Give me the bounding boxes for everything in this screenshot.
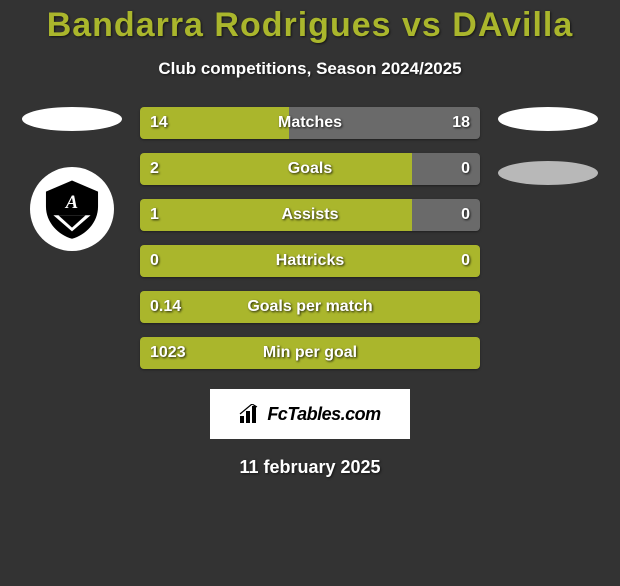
stat-row: Goals per match0.14	[140, 291, 480, 323]
bar-segment-right	[412, 153, 480, 185]
player1-name: Bandarra Rodrigues	[47, 6, 392, 44]
bar-segment-left	[140, 107, 289, 139]
bar-track	[140, 337, 480, 369]
bar-track	[140, 107, 480, 139]
stat-row: Assists10	[140, 199, 480, 231]
bar-track	[140, 153, 480, 185]
stat-row: Hattricks00	[140, 245, 480, 277]
bar-segment-left	[140, 337, 480, 369]
brand-label: FcTables.com	[267, 404, 380, 425]
date-label: 11 february 2025	[10, 457, 610, 478]
svg-text:A: A	[65, 192, 78, 213]
bar-track	[140, 291, 480, 323]
bar-segment-right	[289, 107, 480, 139]
subtitle: Club competitions, Season 2024/2025	[10, 59, 610, 79]
player2-name: DAvilla	[452, 6, 573, 44]
brand-box: FcTables.com	[210, 389, 410, 439]
bar-segment-left	[140, 153, 412, 185]
comparison-card: Bandarra Rodrigues vs DAvilla Club compe…	[0, 6, 620, 478]
stat-row: Min per goal1023	[140, 337, 480, 369]
player1-flag-ellipse	[22, 107, 122, 131]
comparison-bars: Matches1418 Goals20 Assists10 Hattricks00 Go…	[140, 107, 480, 369]
page-title: Bandarra Rodrigues vs DAvilla	[10, 6, 610, 45]
body-row: A Matches1418 Goals20 Assists10 Hattricks00…	[10, 107, 610, 369]
bar-segment-left	[140, 291, 480, 323]
shield-icon: A	[41, 178, 103, 240]
vs-text: vs	[402, 6, 442, 44]
right-side	[498, 107, 598, 185]
player1-club-badge: A	[30, 167, 114, 251]
stat-row: Matches1418	[140, 107, 480, 139]
bars-icon	[239, 404, 263, 424]
bar-segment-left	[140, 199, 412, 231]
bar-track	[140, 199, 480, 231]
player2-club-ellipse	[498, 161, 598, 185]
bar-segment-left	[140, 245, 480, 277]
bar-segment-right	[412, 199, 480, 231]
bar-track	[140, 245, 480, 277]
player2-flag-ellipse	[498, 107, 598, 131]
left-side: A	[22, 107, 122, 251]
stat-row: Goals20	[140, 153, 480, 185]
